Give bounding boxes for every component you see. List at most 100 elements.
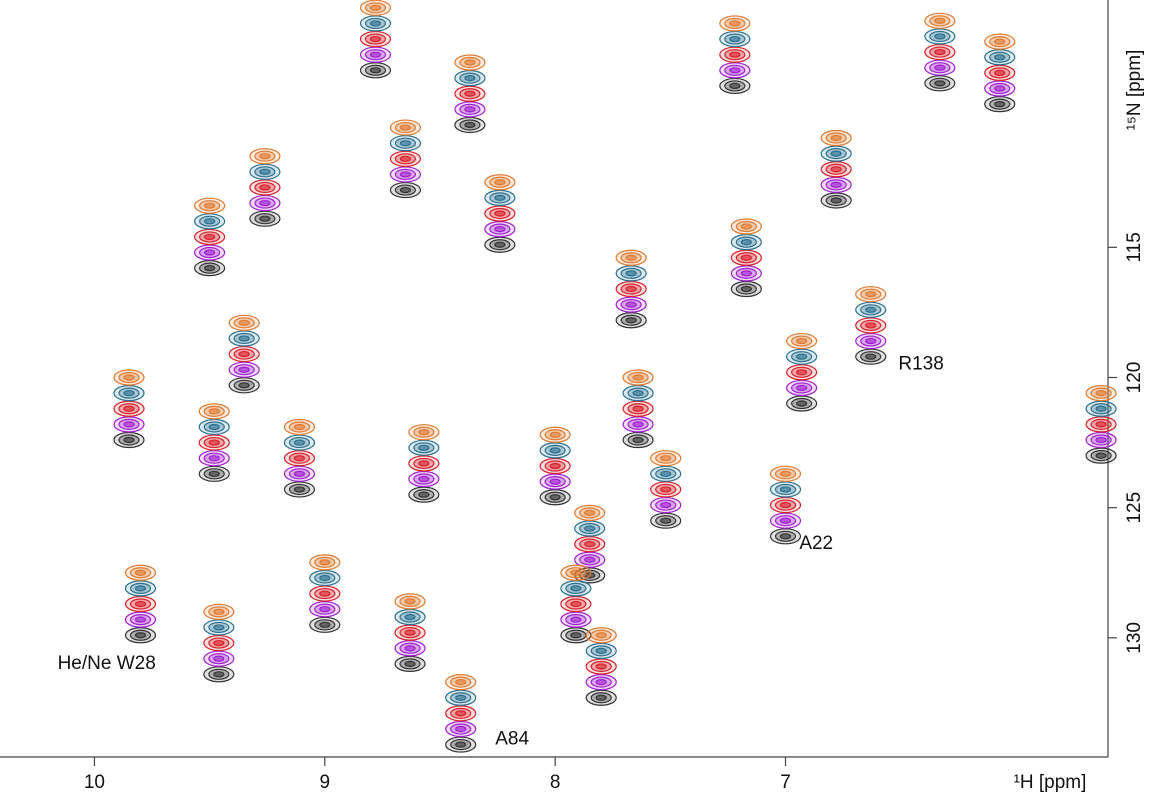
peak-contour <box>935 65 945 70</box>
peak-contour <box>633 375 643 380</box>
peak-contour <box>124 406 134 411</box>
peak-contour <box>495 180 505 185</box>
peak-contour <box>465 122 475 127</box>
peak-contour <box>209 456 219 461</box>
peak-contour <box>495 227 505 232</box>
peak-contour <box>995 39 1005 44</box>
peak-contour <box>320 575 330 580</box>
peak-contour <box>320 591 330 596</box>
peak-contour <box>626 255 636 260</box>
peak-annotation: A22 <box>799 533 833 554</box>
peak-contour <box>661 503 671 508</box>
spectrum <box>114 16 1116 705</box>
peak-contour <box>370 37 380 42</box>
peak-contour <box>239 336 249 341</box>
peak-contour <box>320 560 330 565</box>
peak-contour <box>550 495 560 500</box>
peak-contour <box>456 695 466 700</box>
peak-contour <box>935 34 945 39</box>
peak-contour <box>571 586 581 591</box>
peak-contour <box>550 479 560 484</box>
peak-contour <box>571 633 581 638</box>
peak-contour <box>419 492 429 497</box>
peak-contour <box>571 602 581 607</box>
peak-contour <box>596 648 606 653</box>
peak-contour <box>626 302 636 307</box>
peak-contour <box>661 487 671 492</box>
peak-contour <box>320 607 330 612</box>
peak-contour <box>935 50 945 55</box>
peak-contour <box>136 586 146 591</box>
peak-contour <box>419 430 429 435</box>
peak-contour <box>585 526 595 531</box>
peak-contour <box>1096 391 1106 396</box>
peak-contour <box>456 711 466 716</box>
peak-contour <box>741 224 751 229</box>
x-tick-label: 8 <box>550 772 561 793</box>
peak-contour <box>370 5 380 10</box>
peak-contour <box>741 271 751 276</box>
peak-contour <box>571 617 581 622</box>
peak-contour <box>596 633 606 638</box>
peak-contour <box>741 240 751 245</box>
peak-contour <box>214 609 224 614</box>
peak-contour <box>831 198 841 203</box>
peak-contour <box>239 367 249 372</box>
chart: ¹H [ppm] ¹⁵N [ppm] 10987115120125130He/N… <box>0 0 1150 800</box>
peak-contour <box>400 125 410 130</box>
peak-contour <box>831 135 841 140</box>
y-tick-label: 115 <box>1124 232 1145 262</box>
peak-contour <box>550 432 560 437</box>
peak-contour <box>995 70 1005 75</box>
peak-contour <box>797 370 807 375</box>
peak-contour <box>661 471 671 476</box>
peak-contour <box>585 542 595 547</box>
peak-contour <box>294 440 304 445</box>
peak-contour <box>124 437 134 442</box>
peak-contour <box>400 141 410 146</box>
peak-contour <box>730 68 740 73</box>
peak-contour <box>136 633 146 638</box>
x-tick-label: 9 <box>320 772 331 793</box>
peak-contour <box>294 487 304 492</box>
peak-contour <box>214 672 224 677</box>
peak-contour <box>866 339 876 344</box>
peak-contour <box>124 391 134 396</box>
peak-contour <box>136 570 146 575</box>
peak-contour <box>465 91 475 96</box>
peak-contour <box>214 625 224 630</box>
peak-contour <box>781 471 791 476</box>
x-tick-label: 7 <box>780 772 791 793</box>
peak-contour <box>661 456 671 461</box>
peak-contour <box>209 424 219 429</box>
peak-contour <box>405 646 415 651</box>
peak-contour <box>730 21 740 26</box>
peak-contour <box>205 250 215 255</box>
peak-contour <box>260 216 270 221</box>
peak-contour <box>124 422 134 427</box>
peak-contour <box>205 234 215 239</box>
spectrum <box>114 0 1116 689</box>
peak-contour <box>465 107 475 112</box>
peak-contour <box>495 211 505 216</box>
peak-contour <box>995 102 1005 107</box>
peak-contour <box>495 242 505 247</box>
peak-contour <box>633 406 643 411</box>
peak-contour <box>781 534 791 539</box>
peak-contour <box>405 630 415 635</box>
peak-contour <box>370 68 380 73</box>
x-axis-title: ¹H [ppm] <box>1014 772 1087 793</box>
peak-contour <box>209 409 219 414</box>
peak-contour <box>294 456 304 461</box>
peak-contour <box>831 167 841 172</box>
peak-contour <box>866 307 876 312</box>
peak-contour <box>730 83 740 88</box>
peak-contour <box>209 440 219 445</box>
peak-contour <box>585 510 595 515</box>
peak-contour <box>730 37 740 42</box>
peak-contour <box>400 156 410 161</box>
y-tick-label: 125 <box>1124 492 1145 524</box>
peak-contour <box>405 599 415 604</box>
peak-contour <box>866 354 876 359</box>
peak-contour <box>596 664 606 669</box>
